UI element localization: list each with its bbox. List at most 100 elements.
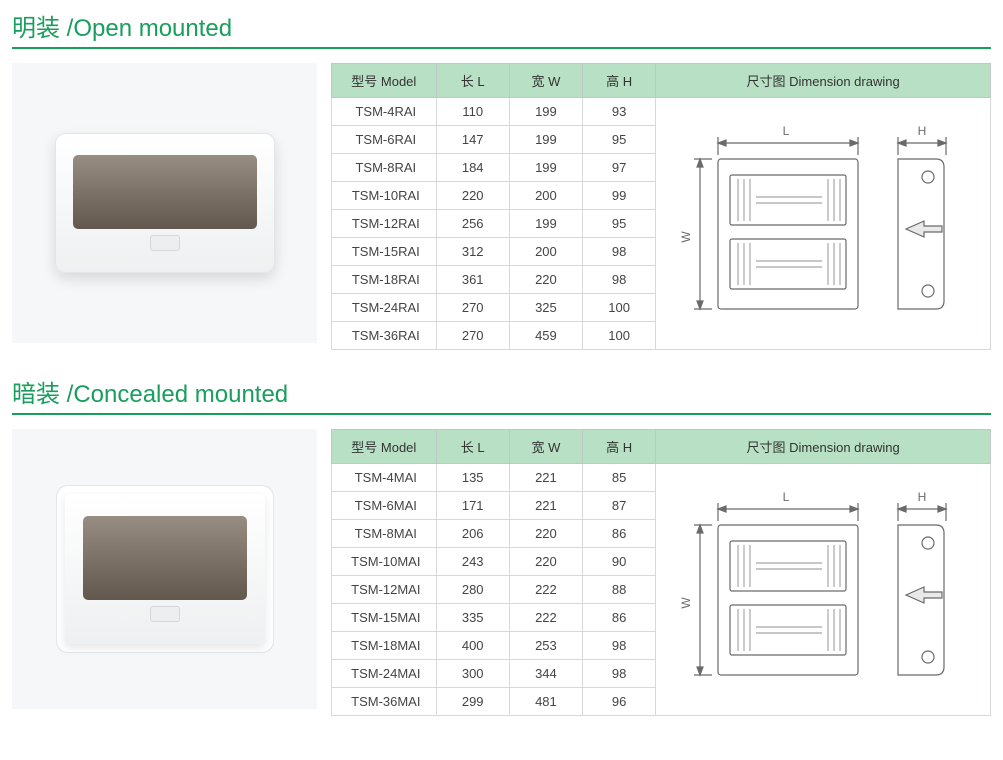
cell-model: TSM-24RAI (332, 294, 437, 322)
cell-width: 220 (509, 266, 582, 294)
cell-model: TSM-8RAI (332, 154, 437, 182)
cell-model: TSM-10MAI (332, 548, 437, 576)
cell-height: 88 (583, 576, 656, 604)
th-width: 宽 W (509, 430, 582, 464)
th-length: 长 L (436, 64, 509, 98)
cell-height: 90 (583, 548, 656, 576)
cell-length: 256 (436, 210, 509, 238)
cell-model: TSM-12RAI (332, 210, 437, 238)
product-box-illustration (55, 133, 275, 273)
cell-height: 87 (583, 492, 656, 520)
cell-model: TSM-36RAI (332, 322, 437, 350)
section-concealed: 暗装 /Concealed mounted 型号 Model 长 L 宽 W (12, 374, 991, 716)
cell-length: 135 (436, 464, 509, 492)
cell-width: 200 (509, 238, 582, 266)
cell-length: 299 (436, 688, 509, 716)
cell-width: 199 (509, 154, 582, 182)
cell-length: 206 (436, 520, 509, 548)
cell-height: 98 (583, 266, 656, 294)
cell-height: 86 (583, 604, 656, 632)
cell-length: 110 (436, 98, 509, 126)
spec-pane: 型号 Model 长 L 宽 W 高 H 尺寸图 Dimension drawi… (331, 63, 991, 350)
cell-width: 199 (509, 210, 582, 238)
svg-text:W: W (679, 596, 693, 608)
cell-length: 147 (436, 126, 509, 154)
cell-width: 222 (509, 604, 582, 632)
cell-width: 199 (509, 126, 582, 154)
cell-model: TSM-6MAI (332, 492, 437, 520)
section-title: 明装 /Open mounted (12, 8, 991, 49)
cell-height: 100 (583, 322, 656, 350)
cell-model: TSM-12MAI (332, 576, 437, 604)
cell-width: 220 (509, 520, 582, 548)
svg-text:L: L (783, 490, 790, 504)
cell-height: 93 (583, 98, 656, 126)
spec-pane: 型号 Model 长 L 宽 W 高 H 尺寸图 Dimension drawi… (331, 429, 991, 716)
svg-text:H: H (918, 490, 927, 504)
cell-length: 361 (436, 266, 509, 294)
cell-height: 98 (583, 632, 656, 660)
cell-width: 222 (509, 576, 582, 604)
svg-text:L: L (783, 124, 790, 138)
cell-height: 97 (583, 154, 656, 182)
cell-length: 300 (436, 660, 509, 688)
cell-height: 85 (583, 464, 656, 492)
cell-height: 98 (583, 660, 656, 688)
cell-height: 86 (583, 520, 656, 548)
dimension-drawing-cell: L W H (656, 464, 991, 716)
cell-length: 243 (436, 548, 509, 576)
cell-width: 199 (509, 98, 582, 126)
cell-height: 100 (583, 294, 656, 322)
cell-model: TSM-4MAI (332, 464, 437, 492)
table-row: TSM-4RAI 110 199 93 (332, 98, 991, 126)
cell-model: TSM-18RAI (332, 266, 437, 294)
th-model: 型号 Model (332, 64, 437, 98)
cell-width: 325 (509, 294, 582, 322)
th-height: 高 H (583, 430, 656, 464)
cell-length: 171 (436, 492, 509, 520)
table-header-row: 型号 Model 长 L 宽 W 高 H 尺寸图 Dimension drawi… (332, 64, 991, 98)
dimension-drawing-svg: L W H (678, 119, 968, 329)
table-row: TSM-4MAI 135 221 85 (332, 464, 991, 492)
cell-length: 280 (436, 576, 509, 604)
cell-length: 270 (436, 322, 509, 350)
cell-model: TSM-36MAI (332, 688, 437, 716)
cell-height: 99 (583, 182, 656, 210)
product-photo (12, 429, 317, 709)
cell-model: TSM-6RAI (332, 126, 437, 154)
cell-width: 220 (509, 548, 582, 576)
cell-width: 344 (509, 660, 582, 688)
cell-width: 253 (509, 632, 582, 660)
cell-height: 98 (583, 238, 656, 266)
cell-model: TSM-15RAI (332, 238, 437, 266)
cell-model: TSM-8MAI (332, 520, 437, 548)
cell-length: 184 (436, 154, 509, 182)
section-body: 型号 Model 长 L 宽 W 高 H 尺寸图 Dimension drawi… (12, 429, 991, 716)
section-open: 明装 /Open mounted 型号 Model 长 L 宽 W 高 (12, 8, 991, 350)
section-title: 暗装 /Concealed mounted (12, 374, 991, 415)
cell-length: 270 (436, 294, 509, 322)
cell-model: TSM-24MAI (332, 660, 437, 688)
cell-model: TSM-15MAI (332, 604, 437, 632)
cell-height: 95 (583, 126, 656, 154)
cell-model: TSM-18MAI (332, 632, 437, 660)
cell-length: 220 (436, 182, 509, 210)
cell-width: 200 (509, 182, 582, 210)
cell-width: 221 (509, 492, 582, 520)
th-length: 长 L (436, 430, 509, 464)
product-spec-sheet: 明装 /Open mounted 型号 Model 长 L 宽 W 高 (12, 8, 991, 716)
cell-width: 221 (509, 464, 582, 492)
table-header-row: 型号 Model 长 L 宽 W 高 H 尺寸图 Dimension drawi… (332, 430, 991, 464)
cell-height: 95 (583, 210, 656, 238)
cell-length: 400 (436, 632, 509, 660)
dimension-drawing-svg: L W H (678, 485, 968, 695)
svg-text:H: H (918, 124, 927, 138)
th-dimension-drawing: 尺寸图 Dimension drawing (656, 64, 991, 98)
th-width: 宽 W (509, 64, 582, 98)
spec-table: 型号 Model 长 L 宽 W 高 H 尺寸图 Dimension drawi… (331, 63, 991, 350)
cell-model: TSM-10RAI (332, 182, 437, 210)
th-model: 型号 Model (332, 430, 437, 464)
product-box-illustration (65, 494, 265, 644)
spec-table: 型号 Model 长 L 宽 W 高 H 尺寸图 Dimension drawi… (331, 429, 991, 716)
cell-width: 481 (509, 688, 582, 716)
